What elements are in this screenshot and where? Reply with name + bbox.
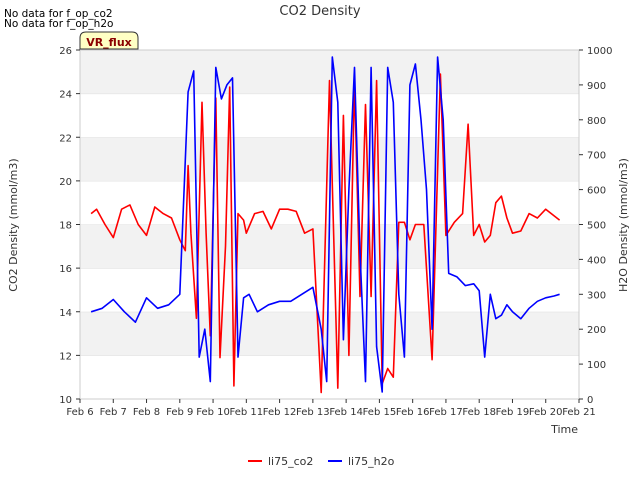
x-tick-label: Feb 6 (66, 407, 93, 418)
badge-label: VR_flux (86, 36, 132, 49)
x-tick-label: Feb 14 (329, 407, 363, 418)
y2-tick-label: 0 (587, 395, 593, 406)
y-tick-label: 10 (59, 395, 72, 406)
x-axis-label: Time (550, 423, 578, 436)
vr-flux-badge: VR_flux (79, 31, 139, 50)
x-tick-label: Feb 17 (429, 407, 463, 418)
x-tick-label: Feb 9 (166, 407, 193, 418)
y-tick-label: 18 (59, 221, 72, 232)
y-axis-label: CO2 Density (mmol/m3) (7, 158, 20, 291)
legend-label-li75_h2o: li75_h2o (348, 455, 395, 468)
no-data-message-co2: No data for f_op_co2 (4, 8, 113, 20)
badge-shape (79, 31, 139, 50)
x-tick-label: Feb 12 (263, 407, 297, 418)
series-line-li75_h2o (90, 56, 560, 393)
plot-lines (90, 56, 561, 394)
y2-axis-label: H2O Density (mmol/m3) (617, 158, 630, 292)
x-tick-label: Feb 21 (562, 407, 596, 418)
y2-tick-label: 500 (587, 221, 606, 232)
y-tick-label: 20 (59, 177, 72, 188)
y2-tick-label: 900 (587, 81, 606, 92)
no-data-message-h2o: No data for f_op_h2o (4, 18, 114, 30)
y2-tick-label: 700 (587, 151, 606, 162)
y-axis-left: 10 12 14 16 18 20 22 24 26 (59, 46, 80, 406)
y-tick-label: 22 (59, 133, 72, 144)
x-tick-label: Feb 18 (462, 407, 496, 418)
grid-band (80, 311, 579, 356)
y-axis-right: 0 100 200 300 400 500 600 700 800 900 1000 (579, 46, 612, 406)
y2-tick-label: 300 (587, 290, 606, 301)
y2-tick-label: 600 (587, 186, 606, 197)
y2-tick-label: 800 (587, 116, 606, 127)
y-tick-label: 14 (59, 308, 72, 319)
y-tick-label: 12 (59, 351, 72, 362)
y-tick-label: 16 (59, 264, 72, 275)
y2-tick-label: 200 (587, 325, 606, 336)
y2-tick-label: 400 (587, 255, 606, 266)
x-tick-label: Feb 15 (363, 407, 397, 418)
x-tick-label: Feb 10 (196, 407, 230, 418)
y-tick-label: 24 (59, 90, 72, 101)
x-tick-label: Feb 8 (133, 407, 160, 418)
legend-label-li75_co2: li75_co2 (268, 455, 313, 468)
grid-band (80, 268, 579, 312)
y-tick-label: 26 (59, 46, 72, 57)
x-tick-label: Feb 16 (396, 407, 430, 418)
chart-title: CO2 Density (279, 4, 360, 19)
grid-band (80, 355, 579, 399)
x-tick-label: Feb 20 (529, 407, 563, 418)
series-line-li75_co2 (90, 73, 561, 394)
y2-tick-label: 1000 (587, 46, 612, 57)
x-tick-label: Feb 13 (296, 407, 330, 418)
legend: li75_co2 li75_h2o (248, 455, 395, 468)
x-tick-label: Feb 7 (100, 407, 127, 418)
x-axis: Feb 6 Feb 7 Feb 8 Feb 9 Feb 10 Feb 11 Feb 12 Fe… (66, 399, 596, 418)
y2-tick-label: 100 (587, 360, 606, 371)
x-tick-label: Feb 11 (230, 407, 264, 418)
x-tick-label: Feb 19 (496, 407, 530, 418)
